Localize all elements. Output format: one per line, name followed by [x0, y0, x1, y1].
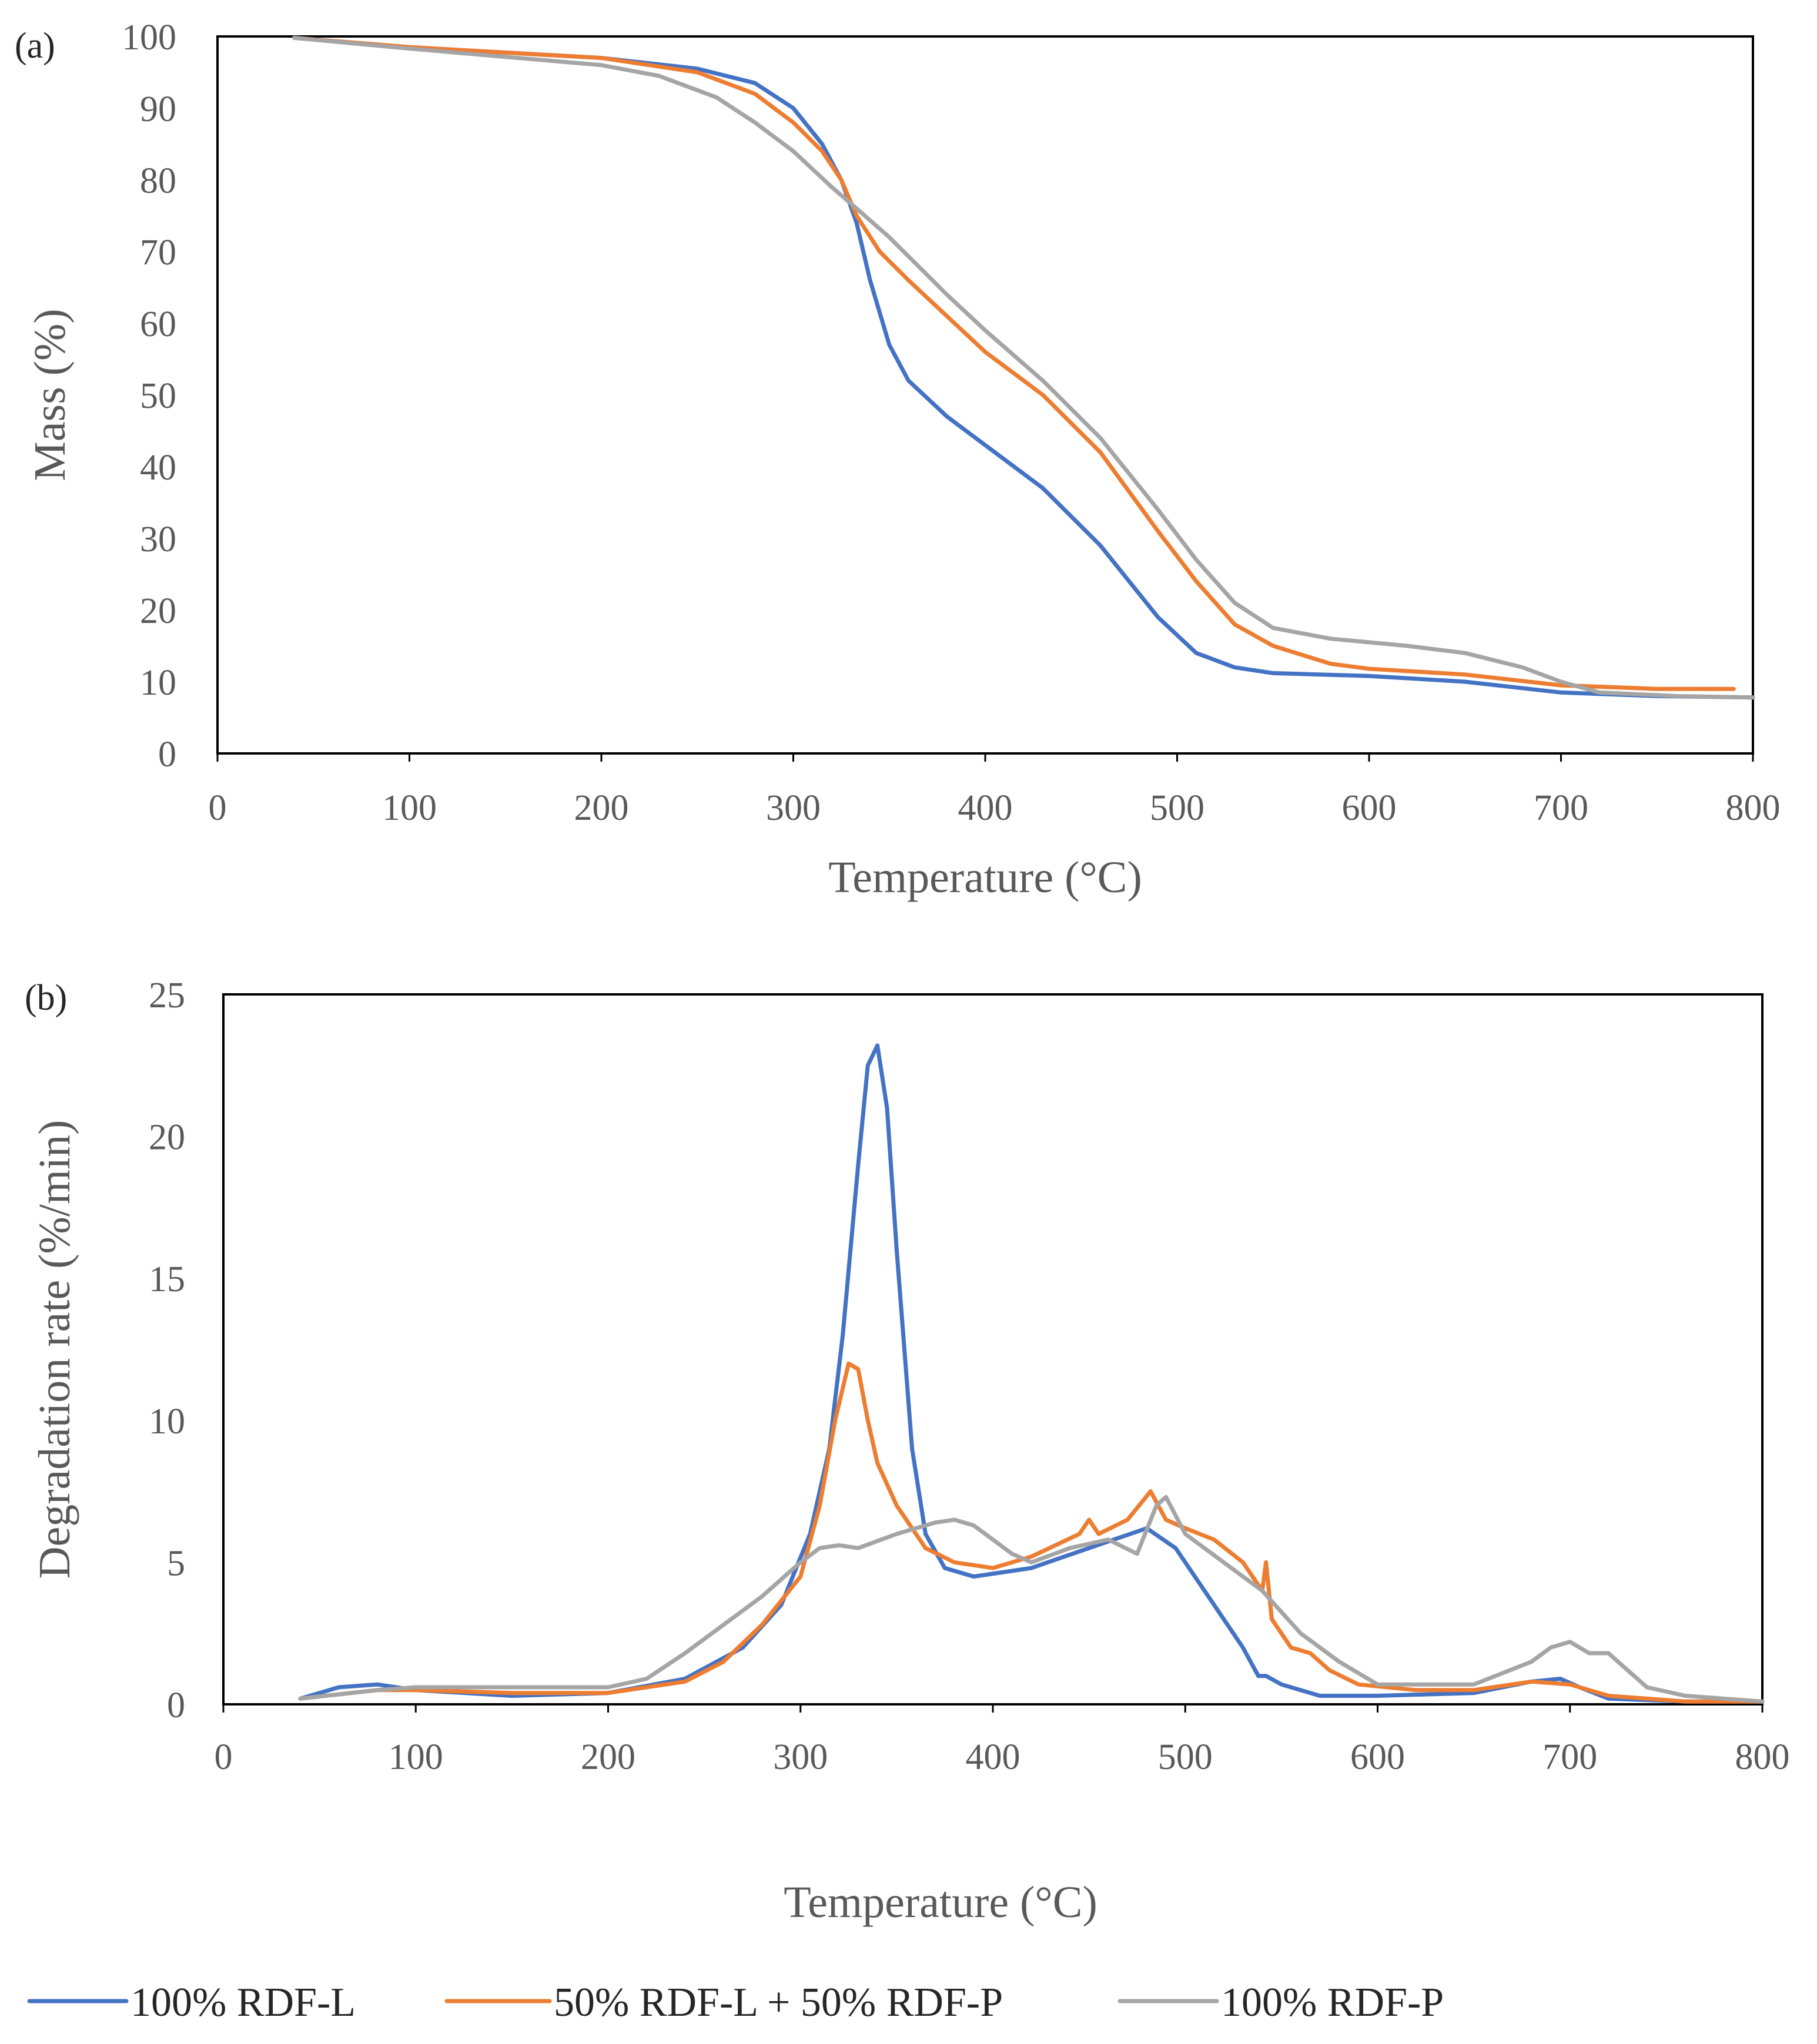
y-tick-label-a: 90	[140, 89, 176, 129]
x-tick-label-b: 300	[773, 1737, 828, 1777]
x-tick-label-a: 400	[958, 788, 1013, 828]
x-axis-label-a: Temperature (°C)	[828, 853, 1142, 902]
y-tick-label-a: 20	[140, 591, 176, 631]
y-axis-label-a: Mass (%)	[25, 309, 75, 481]
x-tick-label-b: 0	[215, 1737, 233, 1777]
legend-label-blend: 50% RDF-L + 50% RDF-P	[554, 1980, 1003, 2025]
legend-label-rdf-p: 100% RDF-P	[1221, 1980, 1444, 2025]
x-tick-label-b: 200	[581, 1737, 635, 1777]
y-tick-label-a: 0	[158, 735, 176, 775]
x-tick-label-a: 700	[1534, 788, 1588, 828]
x-tick-label-b: 500	[1158, 1737, 1213, 1777]
x-tick-label-a: 600	[1342, 788, 1397, 828]
series-line-a-100-rdf-p	[292, 35, 1755, 700]
x-tick-label-a: 500	[1150, 788, 1204, 828]
x-tick-label-a: 300	[766, 788, 821, 828]
x-tick-label-b: 100	[389, 1737, 443, 1777]
y-tick-label-b: 0	[167, 1686, 185, 1725]
panel-b-label: (b)	[25, 978, 67, 1018]
y-tick-label-b: 10	[149, 1402, 185, 1442]
x-axis-label-b: Temperature (°C)	[784, 1878, 1097, 1927]
panel-a-label: (a)	[15, 26, 55, 66]
y-tick-label-a: 60	[140, 304, 176, 344]
y-axis-label-b: Degradation rate (%/min)	[30, 1120, 79, 1579]
series-line-a-100-rdf-l	[292, 35, 1755, 700]
series-line-a-50-rdf-l-50-rdf-p	[292, 35, 1736, 691]
x-tick-label-a: 100	[382, 788, 437, 828]
y-tick-label-a: 70	[140, 233, 176, 273]
y-tick-label-a: 30	[140, 520, 176, 559]
y-tick-label-a: 50	[140, 376, 176, 416]
y-tick-label-b: 15	[149, 1259, 185, 1299]
x-tick-label-a: 0	[209, 788, 227, 828]
x-tick-label-b: 700	[1542, 1737, 1597, 1777]
y-tick-label-a: 80	[140, 161, 176, 201]
series-line-b-100-rdf-p	[298, 1495, 1765, 1704]
series-line-b-50-rdf-l-50-rdf-p	[298, 1361, 1765, 1704]
y-tick-label-a: 10	[140, 663, 176, 703]
y-tick-label-b: 5	[167, 1543, 185, 1583]
x-tick-label-b: 600	[1350, 1737, 1405, 1777]
x-tick-label-a: 800	[1726, 788, 1781, 828]
y-tick-label-b: 20	[149, 1118, 185, 1158]
plot-area-a	[216, 35, 1754, 755]
y-tick-label-a: 100	[122, 18, 176, 58]
chart-panel-b: (b) 0 5 10 15 20 25 0 100 200 300 400 500 600 700 800…	[25, 976, 1790, 1927]
legend: 100% RDF-L 50% RDF-L + 50% RDF-P 100% RD…	[27, 1980, 1444, 2025]
series-line-b-100-rdf-l	[298, 1043, 1765, 1704]
y-tick-label-b: 25	[149, 976, 185, 1016]
x-tick-label-b: 800	[1735, 1737, 1790, 1777]
plot-area-b	[222, 993, 1764, 1705]
legend-label-rdf-l: 100% RDF-L	[130, 1980, 356, 2025]
x-tick-label-b: 400	[966, 1737, 1020, 1777]
chart-panel-a: (a) 0 10 20 30 40 50 60 70 80 90 100 0 100 200 300 400…	[15, 18, 1781, 902]
y-tick-label-a: 40	[140, 448, 176, 488]
x-tick-label-a: 200	[574, 788, 629, 828]
